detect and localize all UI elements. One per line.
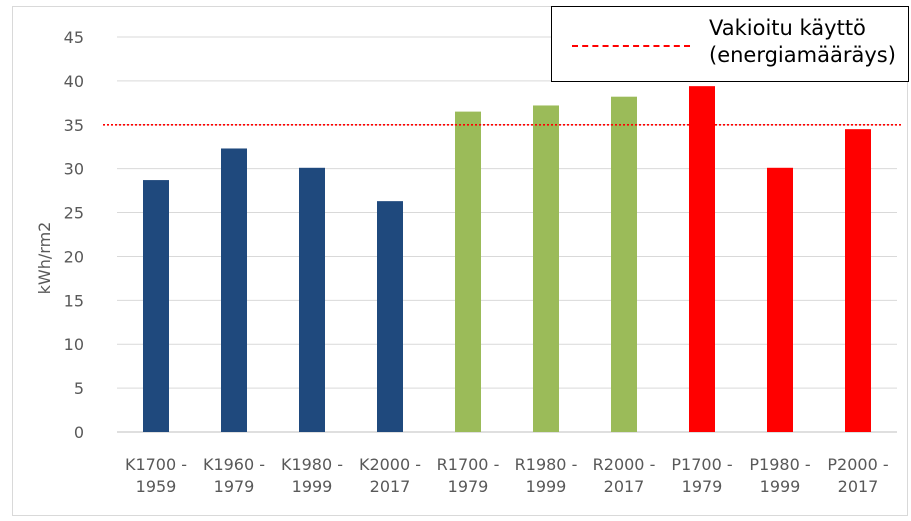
x-tick-label: R2000 - 2017 [593,455,656,496]
y-axis-title: kWh/rm2 [35,222,54,295]
x-tick-label-line: R1700 - [437,455,500,474]
legend-dashed-line-swatch [572,45,690,47]
x-tick-label: R1700 - 1979 [437,455,500,496]
x-tick-label: K1700 - 1959 [125,455,187,496]
x-tick-label-line: R2000 - [593,455,656,474]
x-tick-label: P1980 - 1999 [749,455,810,496]
x-tick-label-line: P1980 - [749,455,810,474]
bar [845,129,871,432]
bars [143,86,871,433]
y-tick-label: 30 [64,160,84,179]
x-tick-label: K1980 - 1999 [281,455,343,496]
x-tick-label-line: K1960 - [203,455,265,474]
bar [767,167,793,433]
x-tick-label-line: 2017 [604,477,645,496]
x-tick-label-line: K1700 - [125,455,187,474]
x-tick-label: K2000 - 2017 [359,455,421,496]
x-tick-label-line: R1980 - [515,455,578,474]
x-tick-label-line: 1979 [448,477,489,496]
bar [689,86,715,433]
bar [299,167,325,433]
bar [143,180,169,432]
y-tick-label: 15 [64,291,84,310]
x-tick-label-line: 1999 [760,477,801,496]
x-tick-label: P2000 - 2017 [827,455,888,496]
y-tick-label: 35 [64,116,84,135]
y-tick-label: 0 [74,423,84,442]
x-tick-label-line: 2017 [370,477,411,496]
legend-label: Vakioitu käyttö (energiamääräys) [709,16,896,67]
bar [221,148,247,432]
x-tick-label-line: 1979 [682,477,723,496]
x-tick-label-line: K1980 - [281,455,343,474]
bar [533,105,559,432]
x-tick-label: K1960 - 1979 [203,455,265,496]
y-tick-label: 25 [64,204,84,223]
y-tick-label: 40 [64,72,84,91]
y-tick-label: 45 [64,28,84,47]
legend: Vakioitu käyttö (energiamääräys) [551,6,909,82]
x-tick-label-line: 1959 [136,477,177,496]
x-tick-label-line: P2000 - [827,455,888,474]
x-tick-label: R1980 - 1999 [515,455,578,496]
bar [611,96,637,432]
x-tick-label-line: 1999 [526,477,567,496]
y-tick-label: 5 [74,379,84,398]
bar [455,111,481,432]
x-axis-ticks: K1700 - 1959 K1960 - 1979 K1980 - 1999 K2000 -… [125,455,889,496]
x-tick-label-line: 1979 [214,477,255,496]
x-tick-label-line: K2000 - [359,455,421,474]
bar [377,201,403,432]
chart-frame [12,6,908,516]
y-tick-label: 20 [64,247,84,266]
y-tick-label: 10 [64,335,84,354]
y-axis-ticks: 0 5 10 15 20 25 30 35 40 45 [64,28,84,442]
x-tick-label: P1700 - 1979 [671,455,732,496]
x-tick-label-line: P1700 - [671,455,732,474]
x-tick-label-line: 2017 [838,477,879,496]
x-tick-label-line: 1999 [292,477,333,496]
